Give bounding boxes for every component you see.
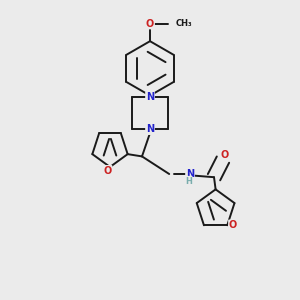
Text: O: O: [229, 220, 237, 230]
Text: O: O: [146, 19, 154, 28]
Text: N: N: [146, 124, 154, 134]
Text: CH₃: CH₃: [176, 19, 192, 28]
Text: H: H: [185, 176, 192, 185]
Text: N: N: [186, 169, 194, 179]
Text: O: O: [220, 150, 229, 160]
Text: N: N: [146, 92, 154, 102]
Text: O: O: [103, 166, 112, 176]
